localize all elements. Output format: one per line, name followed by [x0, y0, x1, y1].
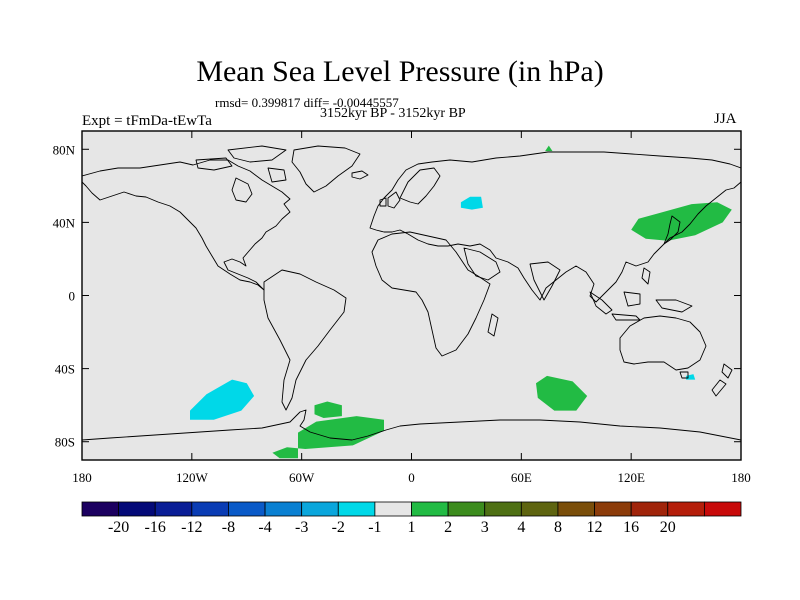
colorbar-swatch — [228, 501, 266, 517]
colorbar-swatch — [374, 501, 412, 517]
colorbar-label: -3 — [294, 519, 309, 536]
colorbar-label: -20 — [107, 519, 130, 536]
coastlines — [82, 145, 741, 441]
colorbar-swatch — [81, 501, 120, 517]
colorbar-swatch — [520, 501, 559, 517]
colorbar-label: -8 — [221, 519, 236, 536]
x-tick-label: 120W — [176, 470, 209, 485]
x-tick-label: 180 — [731, 470, 751, 485]
y-tick-label: 0 — [69, 289, 76, 304]
season-label: JJA — [714, 111, 737, 127]
colorbar-label: -16 — [144, 519, 166, 536]
colorbar-label: -1 — [368, 519, 382, 536]
colorbar-label: 3 — [480, 519, 489, 536]
colorbar-label: -2 — [331, 519, 345, 536]
colorbar-swatch — [301, 501, 339, 517]
colorbar-label: 20 — [659, 519, 676, 536]
colorbar-swatch — [118, 501, 156, 517]
colorbar-swatch — [191, 501, 229, 517]
x-tick-label: 120E — [617, 470, 645, 485]
region-south-indian-high — [536, 375, 588, 411]
colorbar-swatch — [667, 501, 705, 517]
colorbar-label: 16 — [623, 519, 640, 536]
period-text: 3152kyr BP - 3152kyr BP — [320, 106, 466, 121]
chart-title: Mean Sea Level Pressure (in hPa) — [196, 55, 604, 88]
region-south-pacific-low — [190, 379, 255, 420]
y-tick-label: 40S — [55, 362, 75, 377]
colorbar-swatch — [557, 501, 595, 517]
colorbar-label: 2 — [444, 519, 453, 536]
stats-text: rmsd= 0.399817 diff= -0.00445557 — [215, 95, 399, 110]
colorbar-swatch — [594, 501, 632, 517]
region-south-atlantic-high-small — [314, 401, 342, 418]
colorbar-label: 4 — [517, 519, 526, 536]
region-black-sea-low — [460, 196, 483, 210]
colorbar-swatch — [337, 501, 376, 517]
y-tick-label: 80N — [53, 142, 76, 157]
x-tick-label: 180 — [72, 470, 92, 485]
colorbar-label: -4 — [258, 519, 272, 536]
y-axis: 80N 40N 0 40S 80S — [53, 142, 741, 450]
y-tick-label: 80S — [55, 435, 75, 450]
x-tick-label: 60E — [511, 470, 532, 485]
colorbar-label: 1 — [407, 519, 416, 536]
region-north-pacific-high — [631, 202, 732, 241]
colorbar-swatches — [81, 501, 742, 517]
y-tick-label: 40N — [53, 215, 76, 230]
x-tick-label: 0 — [408, 470, 415, 485]
colorbar-swatch — [411, 501, 449, 517]
x-tick-label: 60W — [289, 470, 315, 485]
x-axis: 180 120W 60W 0 60E 120E 180 — [72, 131, 751, 485]
region-greenland-speck — [545, 145, 553, 152]
colorbar-label: -12 — [181, 519, 203, 536]
colorbar-swatch — [484, 501, 522, 517]
colorbar-swatch — [703, 501, 742, 517]
colorbar-swatch — [154, 501, 193, 517]
colorbar-swatch — [447, 501, 486, 517]
colorbar-labels: -20 -16 -12 -8 -4 -3 -2 -1 1 2 3 4 8 12 16 20 — [0, 519, 800, 539]
experiment-label: Expt = tFmDa-tEwTa — [82, 113, 212, 129]
colorbar-label: 12 — [586, 519, 603, 536]
colorbar-swatch — [630, 501, 669, 517]
colorbar-swatch — [264, 501, 303, 517]
map-background — [82, 131, 741, 460]
colorbar-label: 8 — [553, 519, 562, 536]
